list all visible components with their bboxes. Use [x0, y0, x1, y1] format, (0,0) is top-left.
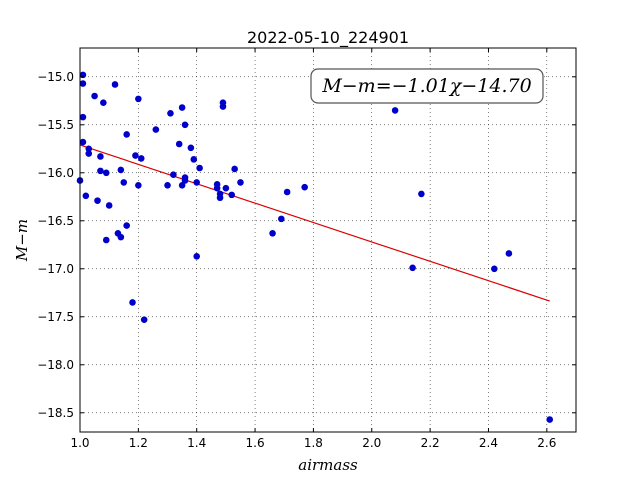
data-point [213, 184, 221, 192]
fit-equation-label: M−m=−1.01χ−14.70 [321, 75, 531, 97]
data-point [94, 197, 101, 204]
fit-layer [79, 144, 550, 302]
data-point [228, 191, 236, 199]
x-tick-label: 2.0 [362, 436, 381, 450]
data-point [82, 192, 90, 200]
x-tick-label: 2.4 [479, 436, 498, 450]
data-point [164, 181, 171, 189]
data-point [79, 80, 87, 87]
data-point [231, 165, 238, 173]
data-point [181, 174, 189, 181]
y-tick-label: −16.5 [37, 214, 74, 228]
data-point [418, 190, 425, 198]
data-point [79, 113, 87, 121]
data-point [222, 184, 230, 192]
data-point [546, 416, 554, 423]
data-point [505, 250, 513, 257]
x-tick-label: 1.2 [129, 436, 148, 450]
data-point [178, 104, 186, 111]
data-point [129, 299, 136, 306]
x-tick-label: 1.6 [246, 436, 265, 450]
data-point [85, 150, 93, 157]
data-point [135, 95, 142, 103]
data-points [76, 71, 554, 423]
annotation-box: M−m=−1.01χ−14.70 [310, 68, 544, 104]
data-point [178, 181, 186, 189]
y-tick-label: −18.5 [37, 406, 74, 420]
x-axis-label: airmass [298, 456, 358, 474]
y-tick-label: −15.5 [37, 118, 74, 132]
data-point [123, 131, 130, 138]
data-point [137, 155, 145, 162]
annotation-frame [310, 68, 544, 104]
data-point [100, 99, 107, 107]
x-tick-label: 2.2 [421, 436, 440, 450]
data-point [196, 164, 203, 172]
data-point [278, 215, 285, 223]
fit-line [79, 144, 550, 302]
y-tick-label: −17.5 [37, 310, 74, 324]
data-point [135, 181, 142, 189]
data-point [123, 222, 130, 229]
data-point [120, 179, 128, 186]
data-point [105, 202, 113, 209]
x-tick-label: 1.8 [304, 436, 323, 450]
data-point [193, 253, 201, 260]
data-point [117, 233, 125, 241]
data-point [79, 138, 87, 146]
data-point [237, 179, 244, 186]
chart-title: 2022-05-10_224901 [247, 28, 409, 48]
data-point [409, 264, 416, 272]
data-point [170, 171, 177, 179]
data-point [97, 167, 104, 175]
data-point [85, 145, 93, 153]
y-tick-label: −18.0 [37, 358, 74, 372]
data-point [117, 166, 125, 174]
x-tick-label: 1.0 [70, 436, 89, 450]
x-tick-label: 2.6 [537, 436, 556, 450]
data-point [91, 92, 98, 100]
y-tick-label: −17.0 [37, 262, 74, 276]
data-point [269, 229, 276, 237]
data-point [175, 140, 183, 148]
y-tick-label: −15.0 [37, 70, 74, 84]
data-point [190, 156, 198, 163]
data-point [193, 179, 201, 186]
data-point [111, 81, 119, 88]
data-point [167, 109, 174, 117]
data-point [102, 236, 110, 244]
data-point [152, 126, 160, 133]
data-point [216, 194, 224, 202]
plot-area [80, 48, 576, 432]
data-point [391, 107, 399, 114]
data-point [301, 183, 308, 191]
data-point [283, 188, 291, 196]
y-axis-label: M−m [13, 219, 31, 262]
x-tick-label: 1.4 [187, 436, 206, 450]
grid [79, 48, 576, 432]
data-point [102, 169, 110, 177]
data-point [181, 121, 189, 129]
data-point [132, 152, 139, 159]
y-tick-label: −16.0 [37, 166, 74, 180]
data-point [97, 153, 104, 160]
axis-ticks: 1.0 1.2 1.4 1.6 1.8 2.0 2.2 2.4 2.6 −15.0 −15.5 −16… [37, 48, 576, 450]
data-point [491, 265, 498, 273]
plot-frame [79, 47, 577, 433]
data-point [187, 144, 195, 152]
data-point [140, 316, 148, 323]
data-point [219, 103, 227, 110]
